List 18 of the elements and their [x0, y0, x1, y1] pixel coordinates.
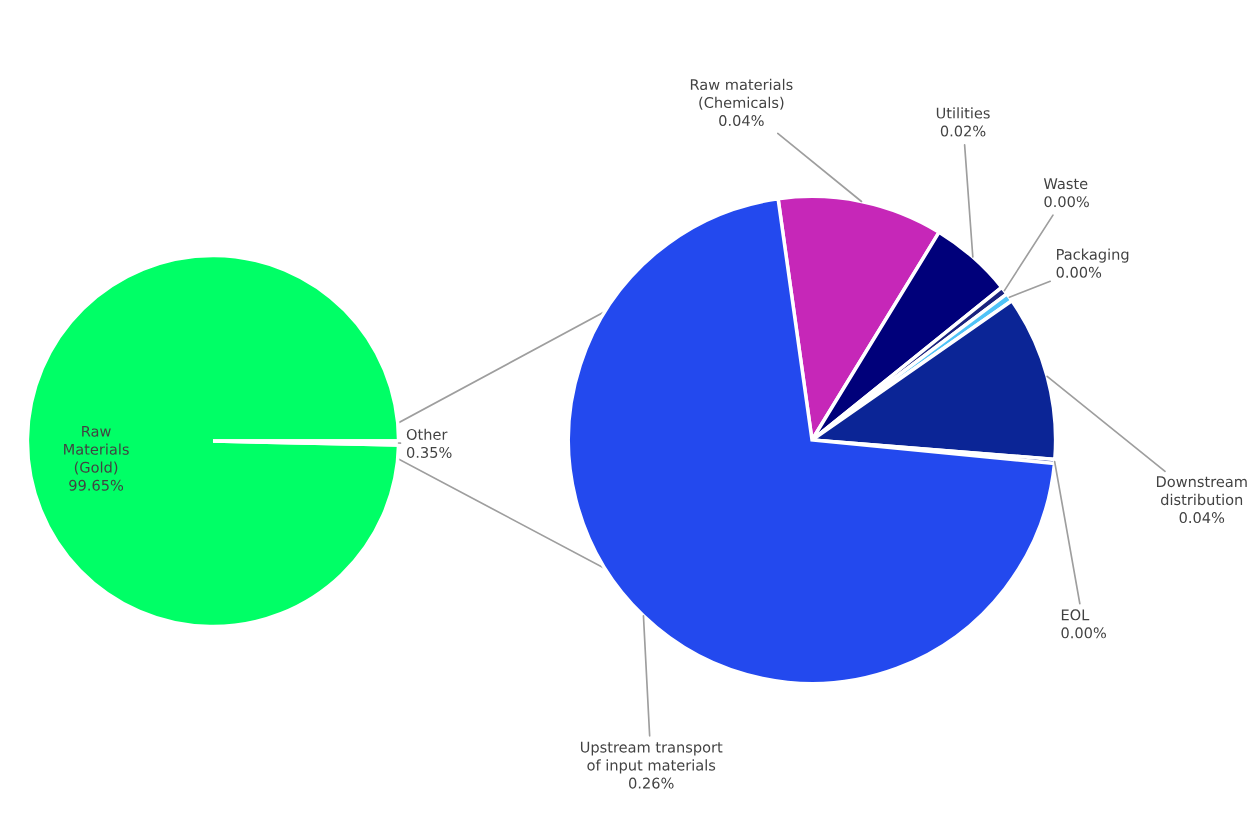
slice-label: Waste [1043, 178, 1088, 190]
data-label: 0.35% [406, 446, 452, 458]
data-label: 0.26% [629, 777, 674, 789]
data-label: 0.04% [719, 115, 764, 127]
data-label: 0.00% [1061, 627, 1106, 639]
data-label: 0.00% [1044, 196, 1089, 208]
data-label: 99.65% [69, 479, 124, 491]
slice-label: Raw materials (Chemicals) [690, 78, 793, 110]
data-label: 0.04% [1179, 512, 1225, 524]
slice-label: Packaging [1057, 248, 1129, 263]
data-label: 0.00% [1056, 266, 1102, 278]
slice-label: Downstream distribution [1156, 476, 1247, 506]
slice-label: EOL [1061, 609, 1090, 621]
slice-label: Upstream transport of input materials [580, 741, 723, 774]
slice-label: Utilities [936, 107, 990, 119]
data-label: 0.02% [940, 125, 986, 137]
slice-label: Raw Materials (Gold) [64, 425, 129, 475]
slice-label: Other [406, 428, 448, 440]
